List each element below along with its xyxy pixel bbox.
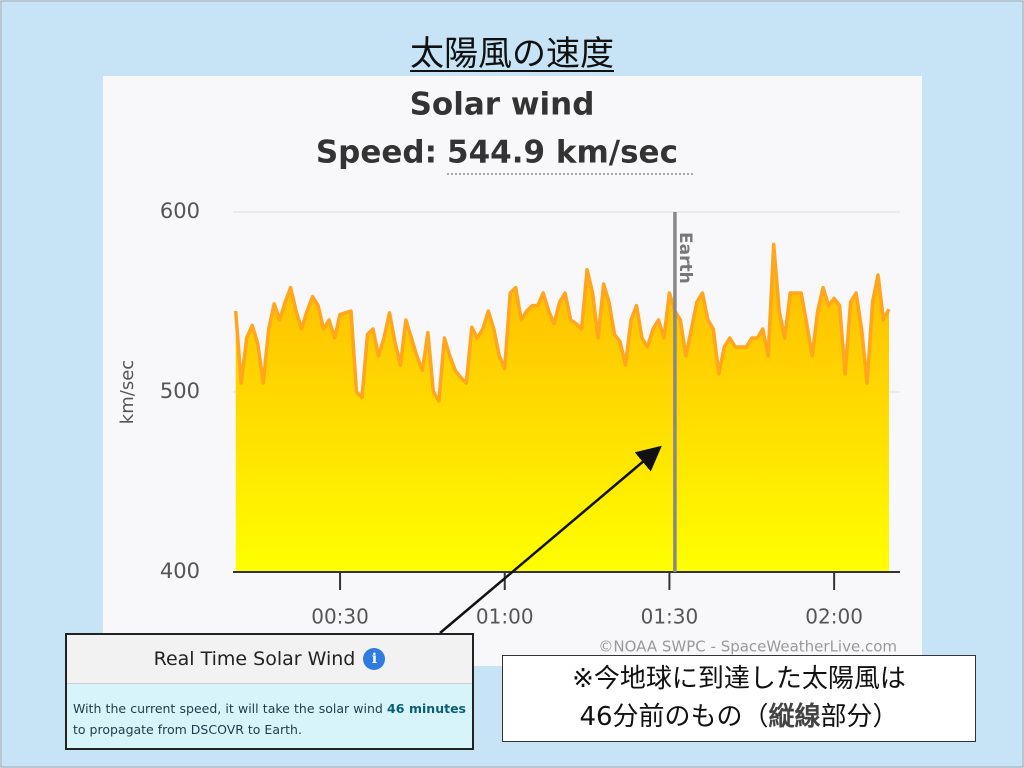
card-title: Real Time Solar Wind xyxy=(153,648,356,670)
slide-title: 太陽風の速度 xyxy=(0,26,1024,75)
note-line: ※今地球に到達した太陽風は xyxy=(572,664,906,694)
chart-title: Solar wind xyxy=(410,87,595,123)
note-text: 46分前のもの（ xyxy=(579,702,769,732)
y-tick-label: 400 xyxy=(160,559,200,583)
earth-label: Earth xyxy=(675,232,695,284)
card-text: With the current speed, it will take the… xyxy=(73,701,388,716)
card-header: Real Time Solar Wind i xyxy=(67,635,472,684)
card-body: With the current speed, it will take the… xyxy=(67,684,472,740)
area-fill xyxy=(235,244,890,572)
x-tick-label: 01:30 xyxy=(641,605,699,629)
card-text: to propagate from DSCOVR to Earth. xyxy=(73,722,302,737)
note-text: 部分） xyxy=(820,702,899,732)
slide-title-text: 太陽風の速度 xyxy=(410,34,614,74)
line xyxy=(233,242,891,403)
speed-label: Speed: xyxy=(316,135,437,171)
y-axis-label: km/sec xyxy=(117,360,138,424)
note-line: 46分前のもの（縦線部分） xyxy=(503,698,975,736)
info-icon[interactable]: i xyxy=(363,648,386,670)
x-tick-label: 01:00 xyxy=(476,605,534,629)
plot: 400 500 600 00:30 01:00 01:30 02:00 Earth xyxy=(160,199,900,629)
x-tick-label: 02:00 xyxy=(805,605,863,629)
x-tick-label: 00:30 xyxy=(311,605,369,629)
y-tick-label: 500 xyxy=(160,379,200,403)
y-tick-label: 600 xyxy=(160,199,200,223)
speed-value: 544.9 km/sec xyxy=(447,135,678,171)
pointer-arrow xyxy=(439,445,662,634)
credit: ©NOAA SWPC - SpaceWeatherLive.com xyxy=(598,638,897,656)
note-bold: 縦線 xyxy=(768,702,821,732)
note-box: ※今地球に到達した太陽風は 46分前のもの（縦線部分） xyxy=(502,655,976,742)
info-card: Real Time Solar Wind i With the current … xyxy=(65,633,474,750)
card-bold: 46 minutes xyxy=(387,701,466,716)
